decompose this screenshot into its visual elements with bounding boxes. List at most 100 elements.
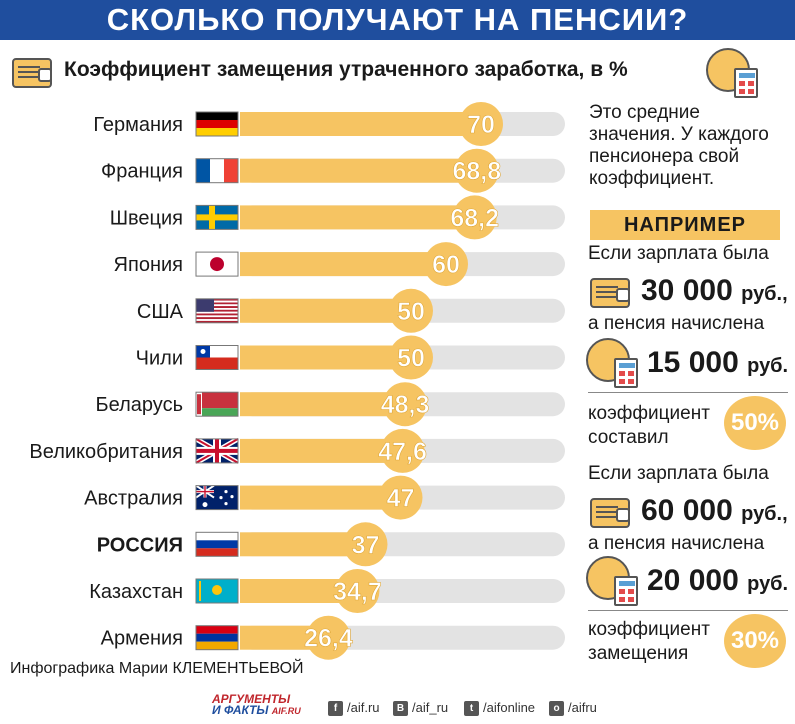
- bar-value-label: 34,7: [333, 578, 382, 606]
- category-label: Швеция: [110, 207, 183, 229]
- chart-row: 47 Австралия: [84, 475, 565, 520]
- bar: [240, 345, 415, 370]
- infographic-header: СКОЛЬКО ПОЛУЧАЮТ НА ПЕНСИИ?: [0, 0, 795, 40]
- category-label: Япония: [114, 254, 183, 276]
- example1-salary-value: 30 000: [641, 274, 733, 307]
- chart-subtitle: Коэффициент замещения утраченного зарабо…: [64, 58, 628, 81]
- chart-row: 60 Япония: [114, 242, 565, 287]
- logo-line2: И ФАКТЫ AIF.RU: [212, 703, 301, 717]
- coin-calculator-icon: [586, 338, 638, 388]
- bar-end-badge: [378, 475, 423, 520]
- bar-chart: 70 Германия 68,8 Франция 68,2 Швеция 60 Япония 5…: [29, 102, 565, 660]
- coin-calculator-icon: [586, 556, 638, 606]
- category-label: США: [137, 301, 184, 323]
- infographic-credit: Инфографика Марии КЛЕМЕНТЬЕВОЙ: [10, 660, 304, 677]
- example-label: НАПРИМЕР: [590, 210, 780, 240]
- australia-flag-icon: [195, 484, 239, 511]
- bar-end-badge: [459, 102, 503, 146]
- wallet-icon: [590, 278, 630, 308]
- chart-row: 70 Германия: [93, 102, 565, 146]
- chile-flag-icon: [195, 345, 239, 370]
- example1-pension-amount: 15 000 руб.: [647, 346, 788, 380]
- chart-row: 68,2 Швеция: [110, 195, 565, 240]
- bar: [240, 158, 481, 183]
- social-twitter[interactable]: t/aifonline: [464, 700, 536, 717]
- belarus-flag-icon: [195, 391, 239, 417]
- social-odnoklassniki-label: /aifru: [568, 700, 597, 715]
- example2-salary-amount: 60 000 руб.,: [641, 494, 788, 528]
- bar-value-label: 68,8: [452, 158, 501, 186]
- bar-value-label: 50: [397, 298, 425, 326]
- aif-logo[interactable]: АРГУМЕНТЫ И ФАКТЫ AIF.RU: [212, 692, 301, 717]
- example1-pension-text: а пенсия начислена: [588, 313, 765, 334]
- armenia-flag-icon: [195, 625, 239, 651]
- france-flag-icon: [195, 158, 239, 184]
- divider: [588, 610, 788, 611]
- bar-end-badge: [380, 428, 425, 473]
- bar-end-badge: [454, 148, 499, 193]
- category-label: Великобритания: [29, 441, 183, 463]
- subtitle-row: Коэффициент замещения утраченного зарабо…: [12, 52, 692, 92]
- germany-flag-icon: [195, 111, 239, 137]
- chart-row: 48,3 Беларусь: [96, 382, 565, 427]
- social-odnoklassniki[interactable]: o/aifru: [549, 700, 597, 717]
- category-label: Казахстан: [89, 581, 183, 603]
- bar-value-label: 48,3: [381, 391, 430, 419]
- coin-calculator-icon: [706, 48, 758, 98]
- japan-flag-icon: [195, 251, 239, 277]
- chart-note: Это средние значения. У каждого пенсионе…: [589, 102, 769, 189]
- social-twitter-label: /aifonline: [483, 700, 536, 715]
- example2-pension-value: 20 000: [647, 564, 739, 597]
- chart-row: 37 РОССИЯ: [97, 522, 565, 567]
- wallet-icon: [12, 58, 52, 88]
- example2-salary-text: Если зарплата была: [588, 463, 769, 484]
- social-facebook-label: /aif.ru: [347, 700, 380, 715]
- bar-value-label: 70: [467, 111, 495, 139]
- bar: [240, 392, 410, 417]
- bar-value-label: 68,2: [450, 204, 499, 232]
- example2-pension-unit: руб.: [747, 573, 789, 595]
- header-title: СКОЛЬКО ПОЛУЧАЮТ НА ПЕНСИИ?: [106, 2, 689, 37]
- logo-line2-text: И ФАКТЫ: [212, 703, 269, 717]
- twitter-icon: t: [464, 701, 479, 717]
- example2-pension-text: а пенсия начислена: [588, 533, 765, 554]
- bar: [240, 485, 405, 510]
- bar-end-badge: [383, 382, 428, 427]
- logo-domain: AIF.RU: [271, 706, 301, 716]
- bar-end-badge: [389, 288, 433, 333]
- example1-pension-unit: руб.: [747, 355, 789, 377]
- example1-coef-badge: 50%: [724, 396, 786, 450]
- bar: [240, 112, 485, 136]
- example1-salary-unit: руб.,: [741, 283, 788, 305]
- vk-icon: B: [393, 701, 408, 717]
- odnoklassniki-icon: o: [549, 701, 564, 717]
- bar-end-badge: [452, 195, 497, 240]
- chart-row: 34,7 Казахстан: [89, 569, 565, 613]
- social-facebook[interactable]: f/aif.ru: [328, 700, 380, 717]
- bar-end-badge: [389, 335, 433, 380]
- category-label: Чили: [136, 348, 183, 370]
- bar-value-label: 37: [352, 531, 380, 559]
- divider: [588, 392, 788, 393]
- chart-row: 68,8 Франция: [101, 148, 565, 193]
- facebook-icon: f: [328, 701, 343, 717]
- bar-value-label: 60: [432, 251, 460, 279]
- footer: АРГУМЕНТЫ И ФАКТЫ AIF.RU f/aif.ru B/aif_…: [0, 690, 795, 724]
- usa-flag-icon: [195, 298, 239, 324]
- example1-salary-text: Если зарплата была: [588, 243, 769, 264]
- social-vk[interactable]: B/aif_ru: [393, 700, 448, 717]
- example2-coef-text: коэффициент замещения: [588, 619, 710, 664]
- sweden-flag-icon: [195, 204, 239, 230]
- example2-salary-value: 60 000: [641, 494, 733, 527]
- bar-end-badge: [306, 615, 351, 660]
- uk-flag-icon: [194, 436, 240, 466]
- chart-row: 26,4 Армения: [101, 615, 565, 660]
- category-label: Армения: [101, 628, 183, 650]
- logo-line1: АРГУМЕНТЫ: [212, 692, 291, 706]
- example2-salary-unit: руб.,: [741, 503, 788, 525]
- bar-end-badge: [424, 242, 468, 287]
- bar-value-label: 47: [387, 485, 415, 513]
- category-label: Германия: [93, 114, 183, 136]
- example1-pension-value: 15 000: [647, 346, 739, 379]
- chart-row: 47,6 Великобритания: [29, 428, 565, 473]
